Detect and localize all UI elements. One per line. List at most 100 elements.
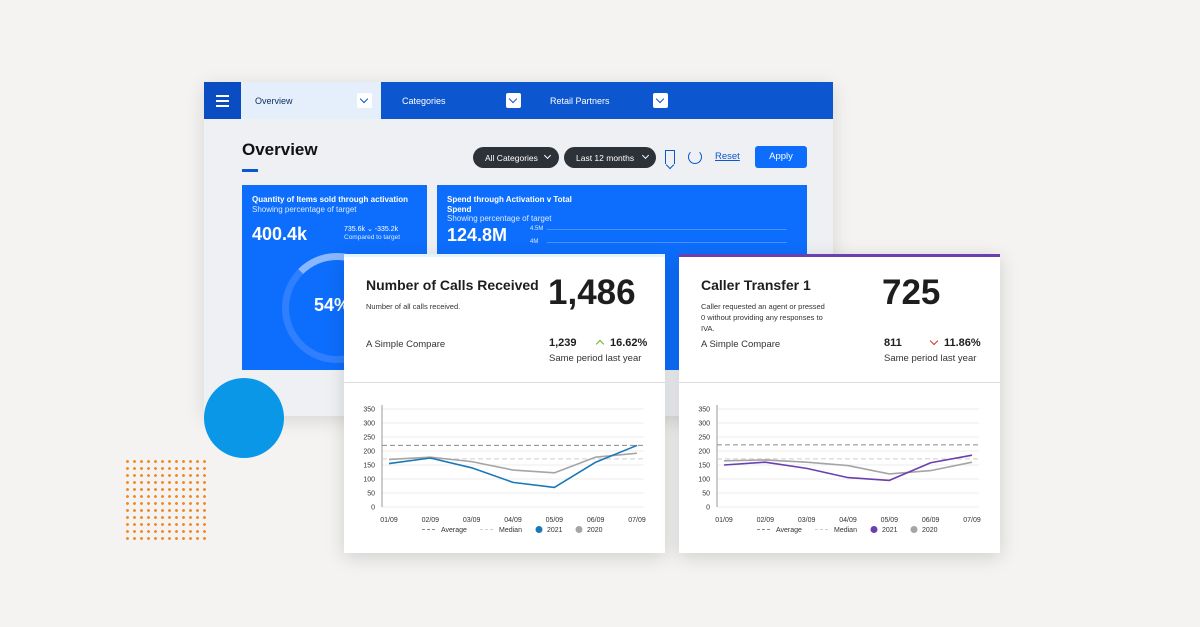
legend-2021-swatch [870, 526, 878, 533]
legend-median-label: Median [834, 527, 857, 534]
progress-ring-value: 54% [314, 295, 351, 315]
x-tick-label: 04/09 [504, 517, 522, 524]
compare-percent: 16.62% [610, 337, 648, 349]
top-navigation-bar: Overview Categories Retail Partners [204, 82, 833, 119]
chevron-down-icon[interactable] [653, 93, 668, 108]
card-big-value: 725 [882, 273, 941, 312]
kpi-title: Spend through Activation v Total Spend [447, 195, 572, 214]
legend-2020-swatch [575, 526, 583, 533]
x-tick-label: 07/09 [963, 517, 981, 524]
y-tick-label: 50 [702, 491, 710, 498]
hamburger-menu-icon[interactable] [204, 82, 241, 119]
legend-2021-label: 2021 [547, 527, 563, 534]
legend-average-label: Average [776, 527, 802, 534]
y-tick-label: 250 [698, 435, 710, 442]
legend-2021-swatch [535, 526, 543, 533]
y-tick-label: 200 [363, 449, 375, 456]
reset-link[interactable]: Reset [715, 151, 740, 162]
legend-average-label: Average [441, 527, 467, 534]
legend-median-label: Median [499, 527, 522, 534]
kpi-detail-caption: Compared to target [344, 234, 401, 241]
y-tick-label: 200 [698, 449, 710, 456]
tab-retail-partners[interactable]: Retail Partners [536, 82, 676, 119]
x-tick-label: 05/09 [881, 517, 899, 524]
chevron-down-icon[interactable] [506, 93, 521, 108]
card-description: Caller requested an agent or pressed 0 w… [701, 302, 825, 333]
chevron-down-icon [641, 151, 650, 160]
kpi-value: 124.8M [447, 225, 508, 245]
card-description: Number of all calls received. [366, 302, 461, 311]
legend-2020-label: 2020 [922, 527, 938, 534]
compare-subtext: Same period last year [549, 353, 642, 364]
tab-categories-label: Categories [402, 96, 446, 106]
y-tick-label: 0 [706, 505, 710, 512]
chevron-down-icon [543, 151, 552, 160]
kpi-detail-values: 735.6k ⌄ -335.2k [344, 226, 399, 233]
y-tick-label: 100 [698, 477, 710, 484]
x-tick-label: 02/09 [757, 517, 775, 524]
x-tick-label: 06/09 [587, 517, 605, 524]
y-tick-label: 50 [367, 491, 375, 498]
y-tick-label: 100 [363, 477, 375, 484]
kpi-title: Quantity of Items sold through activatio… [252, 195, 409, 204]
series-line-2020 [388, 452, 638, 474]
y-tick-label: 4M [530, 239, 539, 245]
y-tick-label: 350 [698, 407, 710, 414]
line-chart: 0 50 100 150 200 250 300 350 01/09 02/09 03/09 04/0… [363, 405, 646, 534]
x-tick-label: 04/09 [839, 517, 857, 524]
x-tick-label: 01/09 [715, 517, 733, 524]
tab-categories[interactable]: Categories [388, 82, 528, 119]
category-filter-label: All Categories [485, 153, 538, 163]
tab-overview-label: Overview [255, 96, 293, 106]
kpi-subtitle: Showing percentage of target [447, 214, 552, 223]
y-tick-label: 250 [363, 435, 375, 442]
metric-card-caller-transfer: Caller Transfer 1 Caller requested an ag… [679, 254, 1000, 553]
period-filter-dropdown[interactable]: Last 12 months [564, 147, 656, 168]
series-line-2021 [723, 454, 973, 482]
card-big-value: 1,486 [548, 273, 636, 312]
apply-button[interactable]: Apply [755, 146, 807, 168]
y-tick-label: 300 [363, 421, 375, 428]
category-filter-dropdown[interactable]: All Categories [473, 147, 559, 168]
legend-2020-label: 2020 [587, 527, 603, 534]
x-tick-label: 05/09 [546, 517, 564, 524]
x-tick-label: 02/09 [422, 517, 440, 524]
legend-2020-swatch [910, 526, 918, 533]
gridline [547, 242, 787, 243]
y-tick-label: 0 [371, 505, 375, 512]
tab-overview[interactable]: Overview [241, 82, 381, 119]
line-chart: 0 50 100 150 200 250 300 350 01/09 02/09 03/09 04/0… [698, 405, 981, 534]
kpi-subtitle: Showing percentage of target [252, 205, 357, 214]
card-title: Number of Calls Received [366, 277, 539, 293]
y-tick-label: 300 [698, 421, 710, 428]
x-tick-label: 03/09 [463, 517, 481, 524]
y-tick-label: 150 [363, 463, 375, 470]
compare-label: A Simple Compare [366, 339, 446, 350]
title-underline [242, 169, 258, 172]
y-tick-label: 350 [363, 407, 375, 414]
legend-2021-label: 2021 [882, 527, 898, 534]
metric-card-calls-received: Number of Calls Received Number of all c… [344, 254, 665, 553]
period-filter-label: Last 12 months [576, 153, 635, 163]
series-line-2020 [723, 459, 973, 475]
gridline [547, 229, 787, 230]
series-line-2021 [388, 444, 638, 489]
x-tick-label: 01/09 [380, 517, 398, 524]
decorative-dot-pattern [124, 458, 206, 540]
y-tick-label: 150 [698, 463, 710, 470]
divider [344, 382, 665, 383]
compare-percent: 11.86% [944, 337, 981, 349]
divider [679, 382, 1000, 383]
refresh-icon[interactable] [688, 150, 702, 164]
arrow-down-icon [929, 336, 939, 346]
x-tick-label: 07/09 [628, 517, 646, 524]
compare-value: 1,239 [549, 337, 577, 349]
page-title: Overview [242, 140, 318, 159]
chevron-down-icon[interactable] [357, 93, 372, 108]
x-tick-label: 06/09 [922, 517, 940, 524]
compare-label: A Simple Compare [701, 339, 781, 350]
tab-retail-partners-label: Retail Partners [550, 96, 610, 106]
bookmark-icon[interactable] [665, 150, 675, 164]
x-tick-label: 03/09 [798, 517, 816, 524]
compare-value: 811 [884, 337, 902, 349]
